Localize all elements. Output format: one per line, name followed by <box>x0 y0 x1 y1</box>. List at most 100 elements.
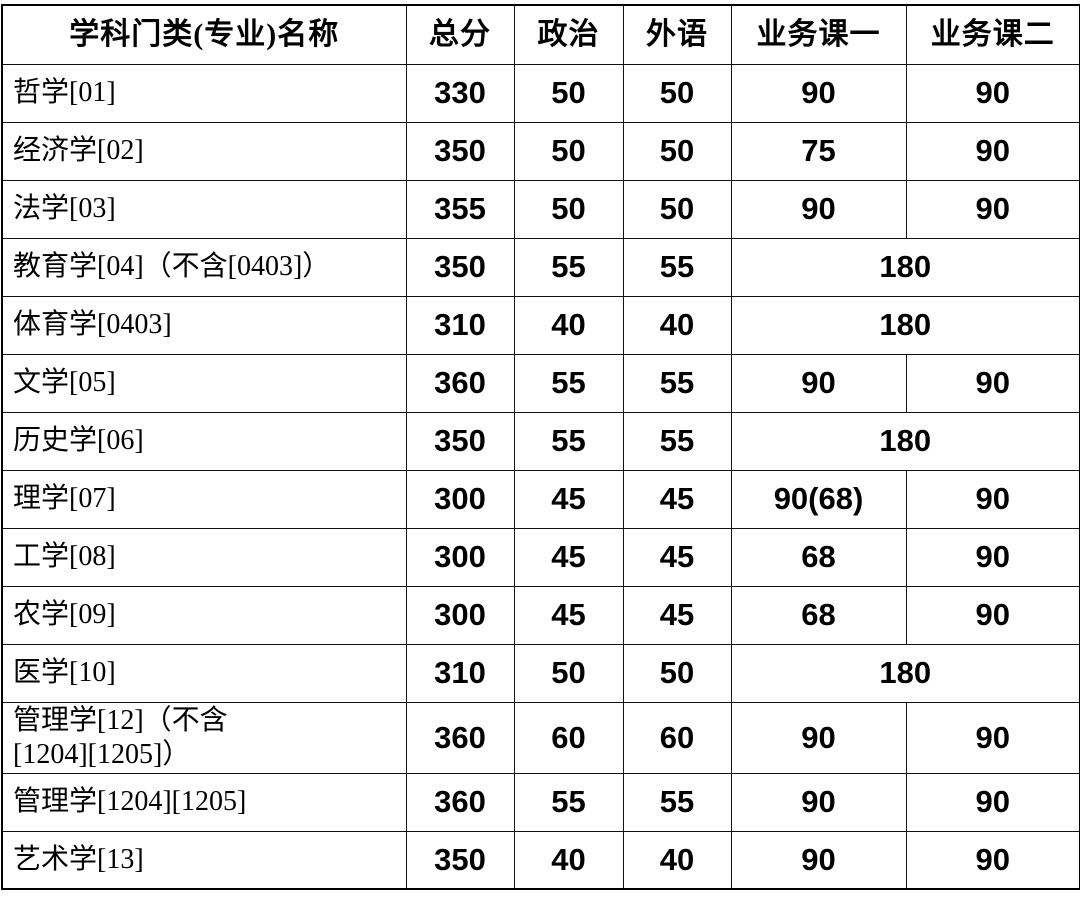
cell-discipline-name: 艺术学[13] <box>1 830 407 890</box>
cell-foreign-language-score: 40 <box>622 295 732 355</box>
cell-total-score: 300 <box>405 469 515 529</box>
cell-total-score: 350 <box>405 121 515 181</box>
cell-total-score: 300 <box>405 527 515 587</box>
table-row: 法学[03] 355 50 50 90 90 <box>1 179 1080 239</box>
cell-foreign-language-score: 45 <box>622 585 732 645</box>
cell-discipline-name: 法学[03] <box>1 179 407 239</box>
cell-politics-score: 50 <box>513 179 624 239</box>
cell-subject-one-score: 68 <box>730 585 907 645</box>
cell-discipline-name: 医学[10] <box>1 643 407 703</box>
cell-subject-one-score: 90 <box>730 830 907 890</box>
cell-foreign-language-score: 50 <box>622 643 732 703</box>
table-row: 哲学[01] 330 50 50 90 90 <box>1 63 1080 123</box>
cell-subject-two-score: 90 <box>905 353 1080 413</box>
cell-subject-combined-score: 180 <box>730 411 1080 471</box>
cell-foreign-language-score: 55 <box>622 237 732 297</box>
cell-subject-two-score: 90 <box>905 527 1080 587</box>
cell-subject-one-score: 68 <box>730 527 907 587</box>
cell-subject-one-score: 90 <box>730 179 907 239</box>
cell-politics-score: 50 <box>513 121 624 181</box>
table-row: 教育学[04]（不含[0403]） 350 55 55 180 <box>1 237 1080 297</box>
cell-politics-score: 45 <box>513 527 624 587</box>
cell-discipline-name: 体育学[0403] <box>1 295 407 355</box>
cell-subject-combined-score: 180 <box>730 237 1080 297</box>
cell-subject-two-score: 90 <box>905 469 1080 529</box>
cell-politics-score: 50 <box>513 63 624 123</box>
cell-discipline-name: 管理学[12]（不含 [1204][1205]） <box>1 701 407 774</box>
cell-subject-two-score: 90 <box>905 830 1080 890</box>
cell-total-score: 355 <box>405 179 515 239</box>
cell-foreign-language-score: 55 <box>622 353 732 413</box>
table-row: 体育学[0403] 310 40 40 180 <box>1 295 1080 355</box>
cell-politics-score: 50 <box>513 643 624 703</box>
column-header-foreign-language: 外语 <box>622 4 732 65</box>
cell-discipline-name: 理学[07] <box>1 469 407 529</box>
cell-foreign-language-score: 50 <box>622 179 732 239</box>
cell-subject-one-score: 90 <box>730 63 907 123</box>
cell-total-score: 360 <box>405 701 515 774</box>
cell-discipline-name: 经济学[02] <box>1 121 407 181</box>
cell-subject-two-score: 90 <box>905 772 1080 832</box>
cell-subject-two-score: 90 <box>905 585 1080 645</box>
cell-total-score: 350 <box>405 411 515 471</box>
column-header-subject-two: 业务课二 <box>905 4 1080 65</box>
table-row: 管理学[1204][1205] 360 55 55 90 90 <box>1 772 1080 832</box>
cell-discipline-name: 文学[05] <box>1 353 407 413</box>
cell-foreign-language-score: 50 <box>622 121 732 181</box>
cell-total-score: 360 <box>405 772 515 832</box>
cell-subject-two-score: 90 <box>905 63 1080 123</box>
cell-total-score: 310 <box>405 295 515 355</box>
table-row: 医学[10] 310 50 50 180 <box>1 643 1080 703</box>
table-row: 工学[08] 300 45 45 68 90 <box>1 527 1080 587</box>
cell-politics-score: 40 <box>513 830 624 890</box>
table-row: 农学[09] 300 45 45 68 90 <box>1 585 1080 645</box>
column-header-politics: 政治 <box>513 4 624 65</box>
column-header-subject-one: 业务课一 <box>730 4 907 65</box>
cell-politics-score: 45 <box>513 585 624 645</box>
cell-subject-one-score: 90 <box>730 701 907 774</box>
cell-subject-two-score: 90 <box>905 121 1080 181</box>
cell-politics-score: 45 <box>513 469 624 529</box>
cell-foreign-language-score: 50 <box>622 63 732 123</box>
cell-discipline-name: 管理学[1204][1205] <box>1 772 407 832</box>
column-header-discipline: 学科门类(专业)名称 <box>1 4 407 65</box>
cell-politics-score: 40 <box>513 295 624 355</box>
cell-politics-score: 55 <box>513 772 624 832</box>
cell-total-score: 330 <box>405 63 515 123</box>
cell-subject-one-score: 75 <box>730 121 907 181</box>
cell-total-score: 350 <box>405 830 515 890</box>
exam-score-line-table: 学科门类(专业)名称 总分 政治 外语 业务课一 业务课二 哲学[01] 330 5… <box>1 4 1080 890</box>
cell-politics-score: 60 <box>513 701 624 774</box>
cell-subject-one-score: 90 <box>730 772 907 832</box>
cell-foreign-language-score: 45 <box>622 469 732 529</box>
cell-subject-one-score: 90 <box>730 353 907 413</box>
cell-subject-two-score: 90 <box>905 701 1080 774</box>
cell-total-score: 310 <box>405 643 515 703</box>
cell-subject-two-score: 90 <box>905 179 1080 239</box>
cell-discipline-name: 农学[09] <box>1 585 407 645</box>
cell-politics-score: 55 <box>513 353 624 413</box>
column-header-total: 总分 <box>405 4 515 65</box>
cell-subject-combined-score: 180 <box>730 643 1080 703</box>
cell-politics-score: 55 <box>513 411 624 471</box>
cell-politics-score: 55 <box>513 237 624 297</box>
cell-total-score: 350 <box>405 237 515 297</box>
table-header: 学科门类(专业)名称 总分 政治 外语 业务课一 业务课二 <box>1 4 1080 65</box>
table-row: 历史学[06] 350 55 55 180 <box>1 411 1080 471</box>
cell-foreign-language-score: 40 <box>622 830 732 890</box>
cell-foreign-language-score: 45 <box>622 527 732 587</box>
table-row: 经济学[02] 350 50 50 75 90 <box>1 121 1080 181</box>
cell-discipline-name: 哲学[01] <box>1 63 407 123</box>
table-row: 艺术学[13] 350 40 40 90 90 <box>1 830 1080 890</box>
table-header-row: 学科门类(专业)名称 总分 政治 外语 业务课一 业务课二 <box>1 4 1080 65</box>
cell-subject-one-score: 90(68) <box>730 469 907 529</box>
cell-subject-combined-score: 180 <box>730 295 1080 355</box>
cell-total-score: 360 <box>405 353 515 413</box>
cell-discipline-name: 教育学[04]（不含[0403]） <box>1 237 407 297</box>
cell-foreign-language-score: 55 <box>622 411 732 471</box>
cell-foreign-language-score: 55 <box>622 772 732 832</box>
cell-discipline-name: 历史学[06] <box>1 411 407 471</box>
table-row: 管理学[12]（不含 [1204][1205]） 360 60 60 90 90 <box>1 701 1080 774</box>
cell-foreign-language-score: 60 <box>622 701 732 774</box>
cell-total-score: 300 <box>405 585 515 645</box>
